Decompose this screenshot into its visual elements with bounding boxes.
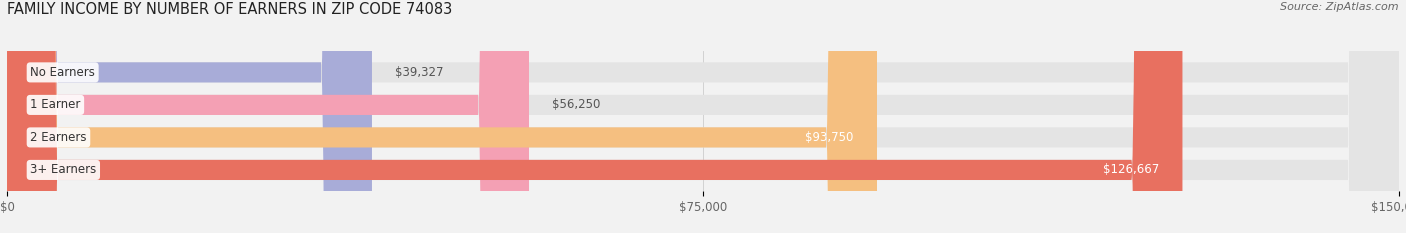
Text: $56,250: $56,250: [553, 98, 600, 111]
FancyBboxPatch shape: [7, 0, 1399, 233]
Text: Source: ZipAtlas.com: Source: ZipAtlas.com: [1281, 2, 1399, 12]
FancyBboxPatch shape: [7, 0, 1399, 233]
FancyBboxPatch shape: [7, 0, 1182, 233]
Text: 2 Earners: 2 Earners: [31, 131, 87, 144]
Text: $39,327: $39,327: [395, 66, 444, 79]
Text: $126,667: $126,667: [1102, 163, 1160, 176]
Text: $93,750: $93,750: [806, 131, 853, 144]
FancyBboxPatch shape: [7, 0, 1399, 233]
FancyBboxPatch shape: [7, 0, 877, 233]
Text: FAMILY INCOME BY NUMBER OF EARNERS IN ZIP CODE 74083: FAMILY INCOME BY NUMBER OF EARNERS IN ZI…: [7, 2, 453, 17]
Text: 3+ Earners: 3+ Earners: [31, 163, 97, 176]
FancyBboxPatch shape: [7, 0, 529, 233]
Text: 1 Earner: 1 Earner: [31, 98, 80, 111]
Text: No Earners: No Earners: [31, 66, 96, 79]
FancyBboxPatch shape: [7, 0, 1399, 233]
FancyBboxPatch shape: [7, 0, 373, 233]
